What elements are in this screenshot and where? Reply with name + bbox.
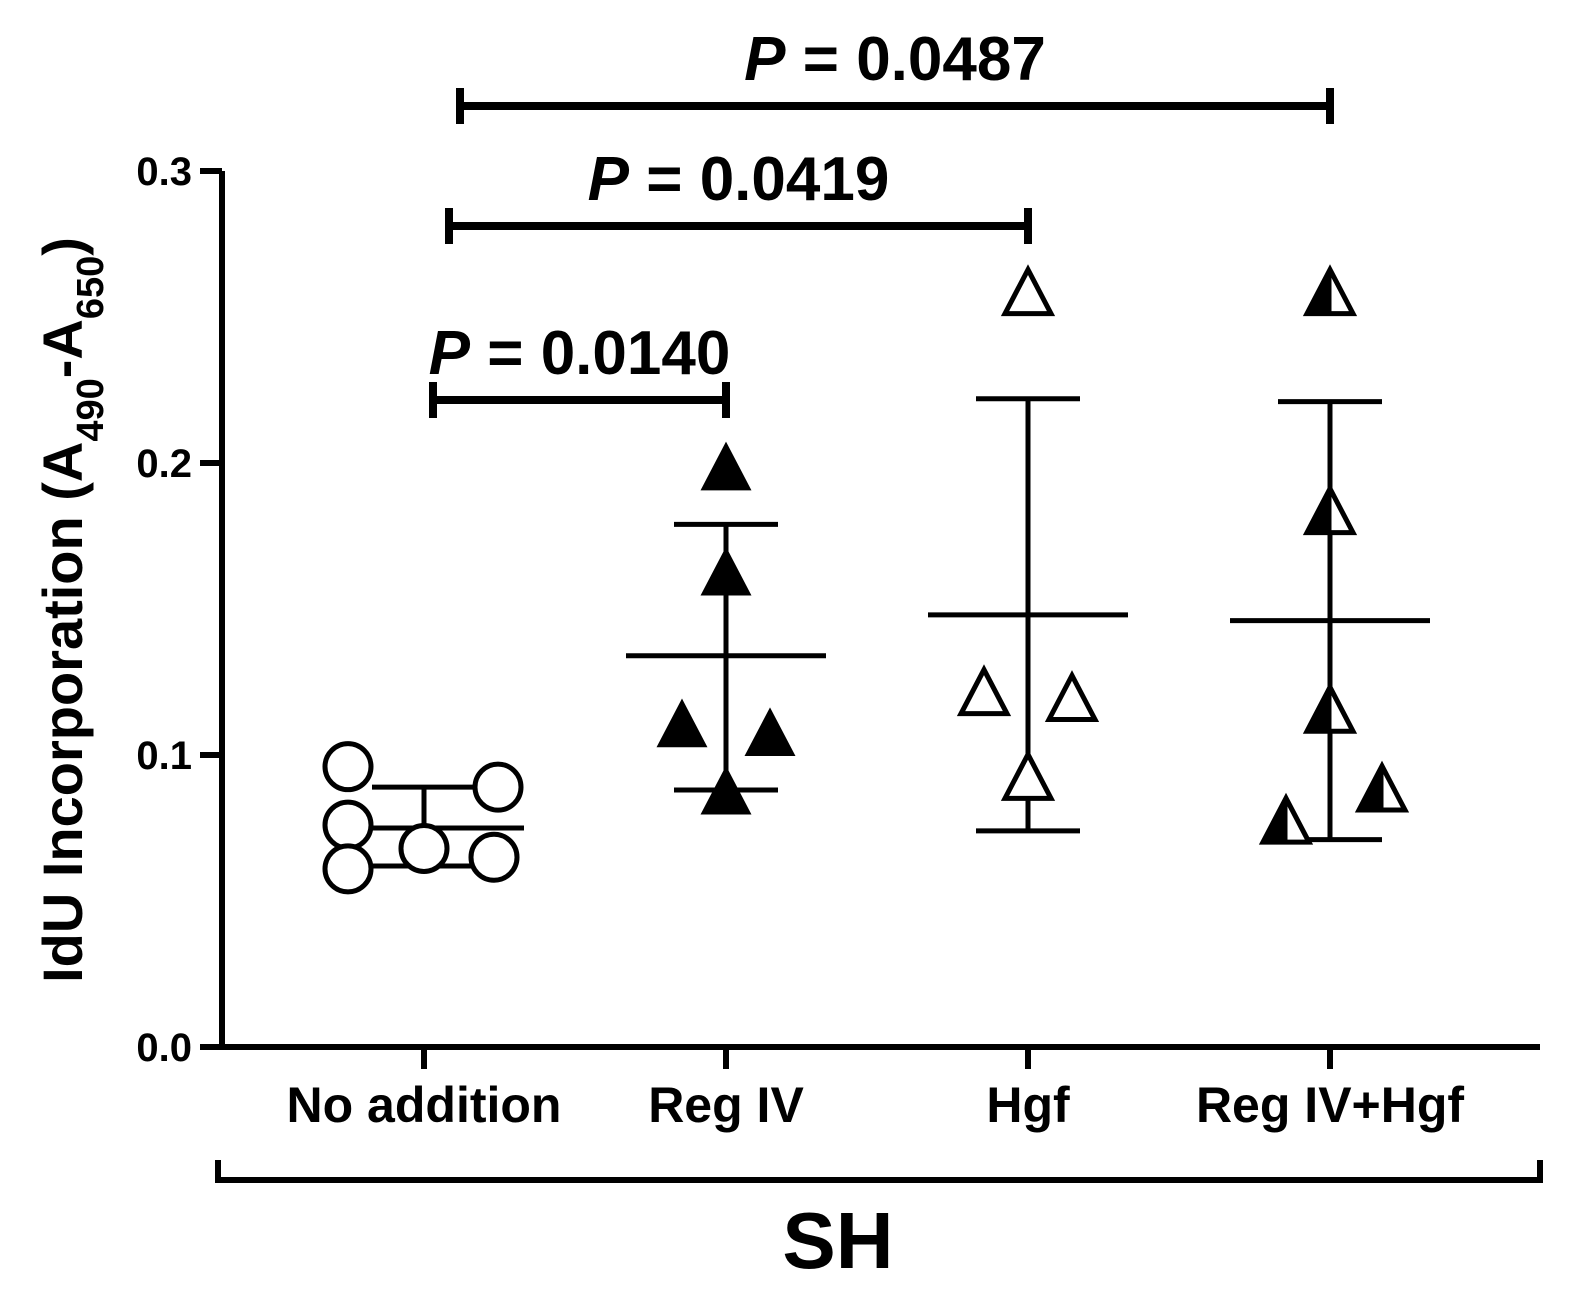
y-tick-label: 0.0 bbox=[136, 1026, 192, 1070]
data-point-triangle bbox=[656, 698, 708, 748]
data-point-triangle bbox=[1044, 670, 1100, 723]
significance-bracket bbox=[445, 208, 1032, 244]
y-tick-label: 0.1 bbox=[136, 734, 192, 778]
data-point-triangle bbox=[700, 546, 752, 596]
p-value-label: P = 0.0419 bbox=[588, 145, 890, 214]
y-tick-label: 0.3 bbox=[136, 150, 192, 194]
group-bracket bbox=[215, 1160, 1543, 1183]
data-point-triangle-half bbox=[1304, 686, 1332, 733]
x-tick-label: Hgf bbox=[986, 1077, 1070, 1133]
data-point-circle bbox=[322, 741, 374, 793]
x-axis-label: SH bbox=[782, 1196, 893, 1285]
significance-bracket bbox=[429, 382, 730, 418]
data-point-triangle-half bbox=[1260, 797, 1288, 844]
data-point-circle bbox=[472, 761, 524, 813]
data-point-triangle bbox=[744, 707, 796, 757]
p-value-label: P = 0.0487 bbox=[744, 25, 1046, 94]
x-tick-label: Reg IV bbox=[648, 1077, 804, 1133]
data-point-triangle bbox=[700, 765, 752, 815]
x-tick-label: Reg IV+Hgf bbox=[1196, 1077, 1464, 1133]
data-point-circle bbox=[322, 799, 374, 851]
data-point-circle bbox=[468, 831, 520, 883]
y-axis-label: IdU Incorporation (A490-A650) bbox=[31, 237, 112, 983]
y-tick-label: 0.2 bbox=[136, 442, 192, 486]
axes: 0.0 0.1 0.2 0.3 No addition Reg IV Hgf Reg IV+H… bbox=[136, 150, 1540, 1133]
x-tick-label: No addition bbox=[287, 1077, 562, 1133]
p-value-label: P = 0.0140 bbox=[429, 319, 731, 388]
data-point-triangle bbox=[956, 664, 1012, 717]
data-point-triangle bbox=[1000, 748, 1056, 801]
data-point-triangle-half bbox=[1356, 765, 1384, 812]
data-point-triangle bbox=[700, 441, 752, 491]
data-point-circle bbox=[322, 843, 374, 895]
data-point-triangle bbox=[1000, 264, 1056, 317]
data-point-circle bbox=[398, 822, 450, 874]
significance-bracket bbox=[456, 88, 1334, 124]
significance-brackets: P = 0.0140 P = 0.0419 P = 0.0487 bbox=[429, 25, 1334, 418]
data-point-triangle-half bbox=[1304, 268, 1332, 316]
data-points bbox=[322, 264, 1410, 895]
data-point-triangle-half bbox=[1304, 487, 1332, 535]
